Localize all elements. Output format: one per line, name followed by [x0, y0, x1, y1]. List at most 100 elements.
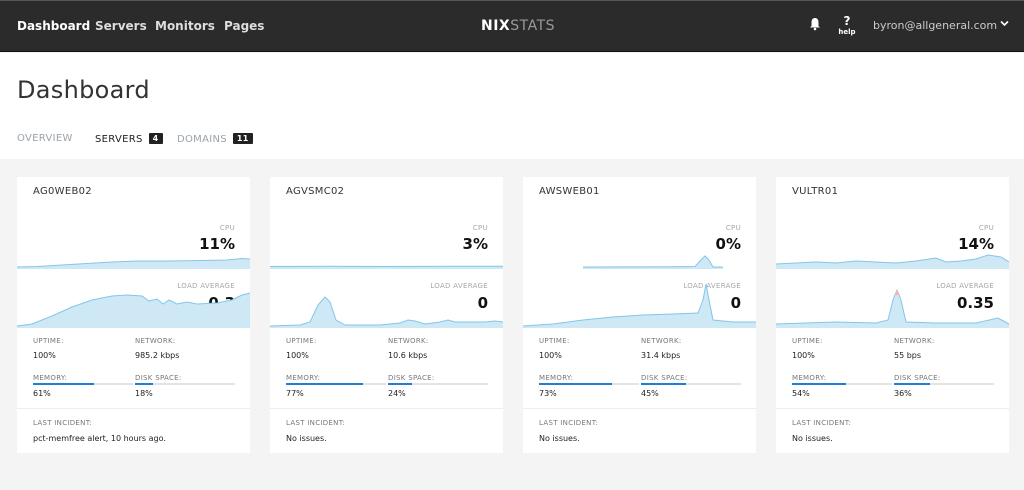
domains-count-badge: 11 [232, 133, 253, 144]
server-name: AGVSMC02 [286, 186, 345, 197]
disk-space-value: 36% [894, 389, 912, 398]
network-value: 55 bps [894, 351, 922, 360]
cpu-graph [270, 265, 503, 269]
nav-pages[interactable]: Pages [224, 19, 265, 33]
brand-logo-light: STATS [510, 18, 556, 34]
network-label: NETWORK: [388, 337, 429, 345]
chevron-down-icon[interactable] [1000, 20, 1009, 27]
cpu-label: CPU [472, 224, 488, 232]
last-incident-label: LAST INCIDENT: [33, 419, 93, 427]
tab-servers[interactable]: SERVERS 4 [95, 133, 163, 145]
cpu-value: 14% [958, 235, 994, 253]
memory-bar [792, 383, 892, 385]
page-title: Dashboard [17, 76, 150, 104]
cpu-label: CPU [219, 224, 235, 232]
cpu-value: 11% [199, 235, 235, 253]
disk-space-bar-fill [135, 383, 153, 385]
disk-space-bar-fill [641, 383, 686, 385]
load-average-label: LOAD AVERAGE [936, 282, 994, 290]
disk-space-label: DISK SPACE: [894, 374, 941, 382]
server-name: AG0WEB02 [33, 186, 92, 197]
cpu-label: CPU [978, 224, 994, 232]
tab-overview[interactable]: OVERVIEW [17, 133, 73, 144]
uptime-value: 100% [286, 351, 309, 360]
cpu-graph [582, 255, 723, 269]
disk-space-bar-fill [388, 383, 412, 385]
card-divider [523, 408, 756, 409]
cpu-graph [776, 254, 1009, 269]
uptime-label: UPTIME: [792, 337, 823, 345]
nav-dashboard[interactable]: Dashboard [17, 19, 91, 33]
uptime-value: 100% [33, 351, 56, 360]
memory-label: MEMORY: [792, 374, 827, 382]
load-average-value: 0 [730, 294, 741, 312]
memory-label: MEMORY: [286, 374, 321, 382]
brand-logo[interactable]: NIXSTATS [481, 18, 555, 34]
card-divider [776, 408, 1009, 409]
memory-bar [539, 383, 639, 385]
brand-logo-bold: NIX [481, 18, 511, 34]
disk-space-bar [641, 383, 741, 385]
network-value: 31.4 kbps [641, 351, 681, 360]
nav-servers[interactable]: Servers [95, 19, 147, 33]
uptime-value: 100% [539, 351, 562, 360]
memory-bar [33, 383, 133, 385]
help-link[interactable]: ? help [836, 15, 858, 36]
disk-space-label: DISK SPACE: [641, 374, 688, 382]
load-average-graph [776, 288, 1009, 328]
uptime-label: UPTIME: [33, 337, 64, 345]
tab-domains[interactable]: DOMAINS 11 [177, 133, 253, 145]
disk-space-value: 45% [641, 389, 659, 398]
server-card[interactable]: AGVSMC02 CPU 3% LOAD AVERAGE 0 UPTIME: 1… [270, 177, 503, 453]
nav-monitors[interactable]: Monitors [155, 19, 215, 33]
memory-value: 73% [539, 389, 557, 398]
last-incident-label: LAST INCIDENT: [792, 419, 852, 427]
load-average-graph [270, 296, 503, 328]
memory-value: 77% [286, 389, 304, 398]
network-value: 10.6 kbps [388, 351, 428, 360]
memory-bar [286, 383, 386, 385]
server-name: AWSWEB01 [539, 186, 600, 197]
disk-space-bar [388, 383, 488, 385]
server-card[interactable]: VULTR01 CPU 14% LOAD AVERAGE 0.35 UPTIME… [776, 177, 1009, 453]
card-divider [17, 408, 250, 409]
last-incident-value: pct-memfree alert, 10 hours ago. [33, 434, 166, 443]
network-label: NETWORK: [641, 337, 682, 345]
card-divider [270, 408, 503, 409]
load-average-value: 0 [477, 294, 488, 312]
uptime-value: 100% [792, 351, 815, 360]
page-header: Dashboard OVERVIEW SERVERS 4 DOMAINS 11 [0, 53, 1024, 159]
memory-bar-fill [286, 383, 363, 385]
last-incident-value: No issues. [286, 434, 327, 443]
cpu-graph [17, 257, 250, 269]
load-average-value: 0.35 [956, 294, 994, 312]
last-incident-label: LAST INCIDENT: [286, 419, 346, 427]
load-average-label: LOAD AVERAGE [177, 282, 235, 290]
load-average-label: LOAD AVERAGE [430, 282, 488, 290]
last-incident-value: No issues. [539, 434, 580, 443]
disk-space-bar-fill [894, 383, 930, 385]
load-average-label: LOAD AVERAGE [683, 282, 741, 290]
load-average-graph [523, 283, 756, 328]
last-incident-label: LAST INCIDENT: [539, 419, 599, 427]
disk-space-value: 18% [135, 389, 153, 398]
memory-label: MEMORY: [33, 374, 68, 382]
disk-space-bar [135, 383, 235, 385]
user-menu[interactable]: byron@allgeneral.com [873, 19, 998, 32]
memory-bar-fill [792, 383, 846, 385]
tab-domains-label: DOMAINS [177, 134, 227, 145]
disk-space-label: DISK SPACE: [135, 374, 182, 382]
bell-icon[interactable] [809, 17, 821, 31]
memory-bar-fill [539, 383, 612, 385]
tab-overview-label: OVERVIEW [17, 133, 73, 144]
cpu-label: CPU [725, 224, 741, 232]
memory-value: 54% [792, 389, 810, 398]
memory-label: MEMORY: [539, 374, 574, 382]
server-card[interactable]: AG0WEB02 CPU 11% LOAD AVERAGE 0.3 UPTIME… [17, 177, 250, 453]
help-label: help [838, 28, 856, 36]
memory-bar-fill [33, 383, 94, 385]
network-value: 985.2 kbps [135, 351, 180, 360]
server-card[interactable]: AWSWEB01 CPU 0% LOAD AVERAGE 0 UPTIME: 1… [523, 177, 756, 453]
uptime-label: UPTIME: [539, 337, 570, 345]
disk-space-value: 24% [388, 389, 406, 398]
